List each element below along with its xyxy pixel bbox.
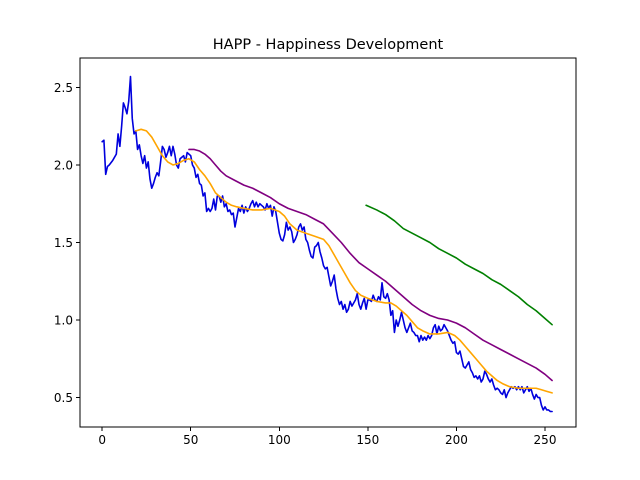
x-axis-ticks: 0 50 100 150 200 250 [98, 427, 556, 447]
y-tick-label: 1.5 [54, 236, 73, 250]
x-tick-label: 150 [356, 433, 379, 447]
y-tick-label: 2.5 [54, 81, 73, 95]
x-tick-label: 100 [268, 433, 291, 447]
axes-layer [79, 57, 577, 428]
x-tick-label: 200 [445, 433, 468, 447]
series-line-1 [101, 75, 553, 413]
y-tick-label: 1.0 [54, 314, 73, 328]
series-line-2 [135, 128, 553, 394]
x-tick-label: 50 [183, 433, 198, 447]
x-tick-label: 0 [98, 433, 106, 447]
plot-frame [79, 57, 577, 428]
series-layer [101, 75, 553, 413]
y-tick-label: 0.5 [54, 391, 73, 405]
series-line-4 [365, 204, 553, 326]
chart-title: HAPP - Happiness Development [213, 37, 444, 53]
y-tick-label: 2.0 [54, 158, 73, 172]
y-axis-ticks: 0.5 1.0 1.5 2.0 2.5 [54, 81, 80, 405]
x-tick-label: 250 [534, 433, 557, 447]
series-line-3 [188, 148, 553, 382]
